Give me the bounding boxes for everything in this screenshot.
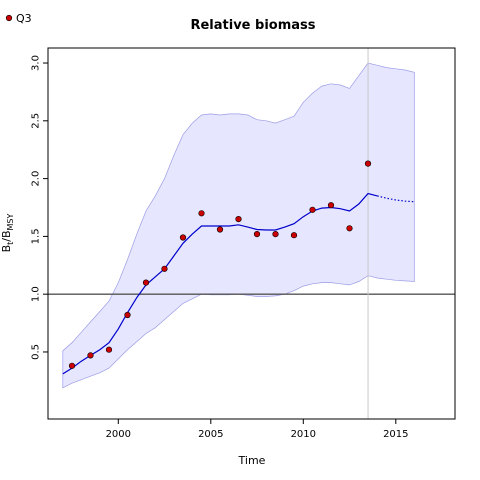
y-tick-label: 0.5 <box>31 344 42 360</box>
data-point-q3 <box>142 279 150 286</box>
data-point-q3 <box>235 216 242 223</box>
data-point-q3 <box>124 311 131 319</box>
x-tick-label: 2005 <box>198 429 223 440</box>
y-axis-label-sub1: t <box>6 242 15 245</box>
y-axis-label-mid: /B <box>0 230 13 241</box>
data-point-q3 <box>68 362 76 369</box>
data-point-q3 <box>198 210 205 217</box>
axes: 2000 2005 2010 2015 0.5 1.0 1.5 2.0 2.5 3.0 <box>30 47 456 440</box>
y-tick-label: 3.0 <box>30 55 41 71</box>
data-point-q3 <box>105 346 113 353</box>
x-axis-label: Time <box>238 454 266 467</box>
x-tick-label: 2000 <box>106 429 131 440</box>
y-axis-label: Bt/BMSY <box>0 213 15 252</box>
chart-title: Relative biomass <box>190 18 315 33</box>
y-axis-label-sub2: MSY <box>6 213 15 230</box>
data-point-q3 <box>364 160 372 167</box>
x-tick-label: 2015 <box>383 429 408 440</box>
x-tick-label: 2010 <box>291 429 316 440</box>
y-tick-label: 2.5 <box>31 113 42 129</box>
data-point-q3 <box>87 352 94 359</box>
data-point-q3 <box>161 265 168 272</box>
data-point-q3 <box>253 231 261 238</box>
legend-marker <box>5 14 13 22</box>
data-point-q3 <box>309 206 316 213</box>
legend-label: Q3 <box>16 12 32 25</box>
data-point-q3 <box>179 234 187 241</box>
plot-area <box>48 48 455 419</box>
y-tick-label: 2.0 <box>31 171 42 187</box>
data-point-q3 <box>290 232 298 239</box>
estimate-line <box>62 192 378 375</box>
y-tick-label: 1.5 <box>31 228 42 244</box>
legend: Q3 <box>5 12 32 25</box>
y-tick-label: 1.0 <box>31 286 42 302</box>
data-point-q3 <box>346 225 353 232</box>
data-point-q3 <box>327 202 335 209</box>
data-point-q3 <box>216 226 224 233</box>
data-point-q3 <box>272 231 279 238</box>
plot-frame <box>47 47 456 420</box>
y-axis-label-main: B <box>0 245 13 253</box>
forecast-line <box>377 195 415 203</box>
